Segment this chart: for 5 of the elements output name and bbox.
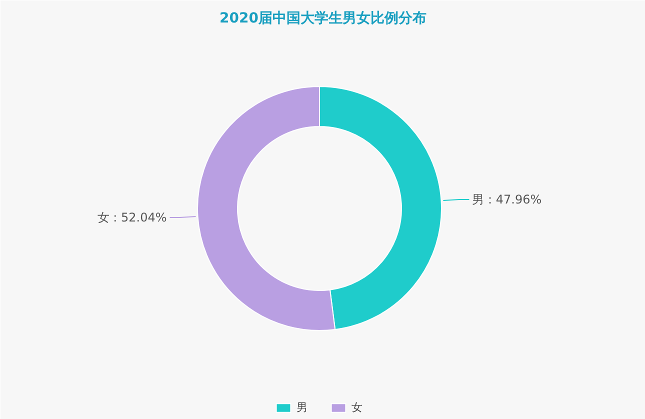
chart-title: 2020届中国大学生男女比例分布 [220,10,426,26]
data-label: 女 : 52.04% [97,210,167,224]
data-label: 男 : 47.96% [472,192,542,207]
legend-label: 男 [296,400,308,415]
legend-label: 女 [352,400,364,415]
